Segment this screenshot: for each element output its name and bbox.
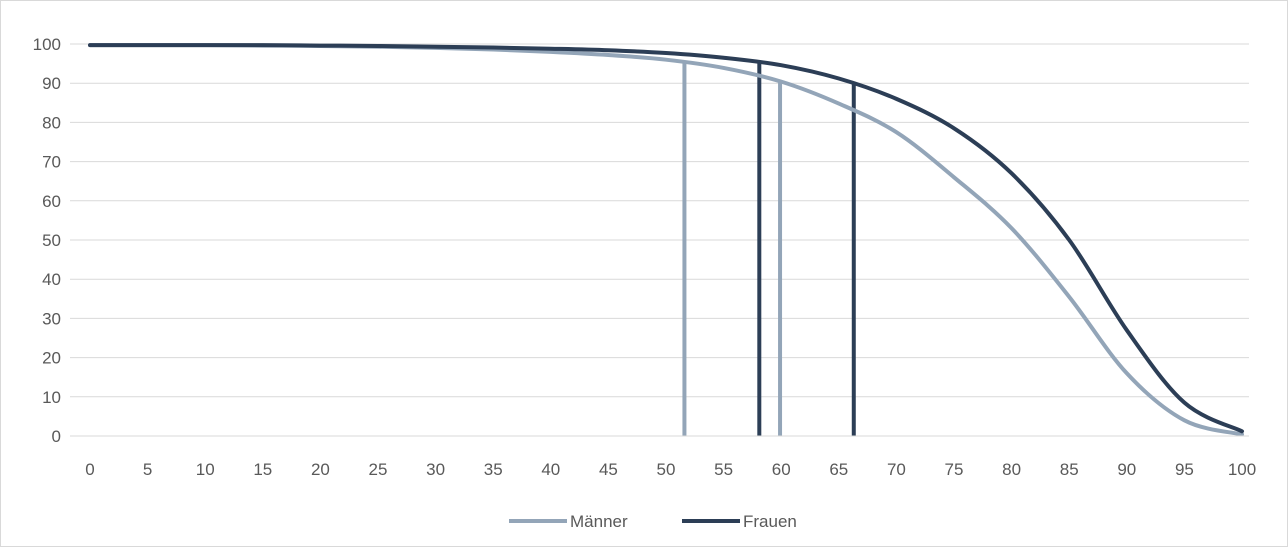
y-tick-label: 40 [42,270,61,289]
x-tick-label: 95 [1175,460,1194,479]
y-tick-label: 80 [42,113,61,132]
legend-label: Männer [570,512,628,531]
series-lines [88,43,1244,437]
y-tick-label: 10 [42,388,61,407]
x-tick-label: 30 [426,460,445,479]
y-tick-label: 90 [42,74,61,93]
vertical-markers [682,61,856,436]
x-tick-label: 15 [253,460,272,479]
x-tick-label: 55 [714,460,733,479]
legend-label: Frauen [743,512,797,531]
y-tick-label: 60 [42,192,61,211]
axes: 0 10 20 30 40 50 60 70 80 90 100 0 5 10 15 20 25 30 35 40 45… [33,35,1257,479]
x-tick-label: 100 [1228,460,1256,479]
series-line-frauen [88,43,1244,434]
x-tick-label: 20 [311,460,330,479]
y-tick-label: 100 [33,35,61,54]
x-tick-label: 65 [829,460,848,479]
x-tick-label: 50 [657,460,676,479]
x-tick-label: 25 [369,460,388,479]
y-tick-label: 20 [42,349,61,368]
x-tick-label: 75 [945,460,964,479]
x-tick-label: 45 [599,460,618,479]
gridlines [70,43,1249,437]
x-tick-label: 0 [85,460,94,479]
y-tick-label: 30 [42,309,61,328]
x-tick-label: 5 [143,460,152,479]
x-tick-label: 40 [541,460,560,479]
x-tick-label: 70 [887,460,906,479]
y-tick-label: 70 [42,153,61,172]
y-tick-label: 0 [52,427,61,446]
x-tick-label: 35 [484,460,503,479]
y-tick-label: 50 [42,231,61,250]
x-tick-label: 10 [196,460,215,479]
x-tick-label: 85 [1060,460,1079,479]
x-tick-label: 90 [1117,460,1136,479]
x-tick-label: 80 [1002,460,1021,479]
x-tick-label: 60 [772,460,791,479]
legend: Männer Frauen [509,512,797,531]
